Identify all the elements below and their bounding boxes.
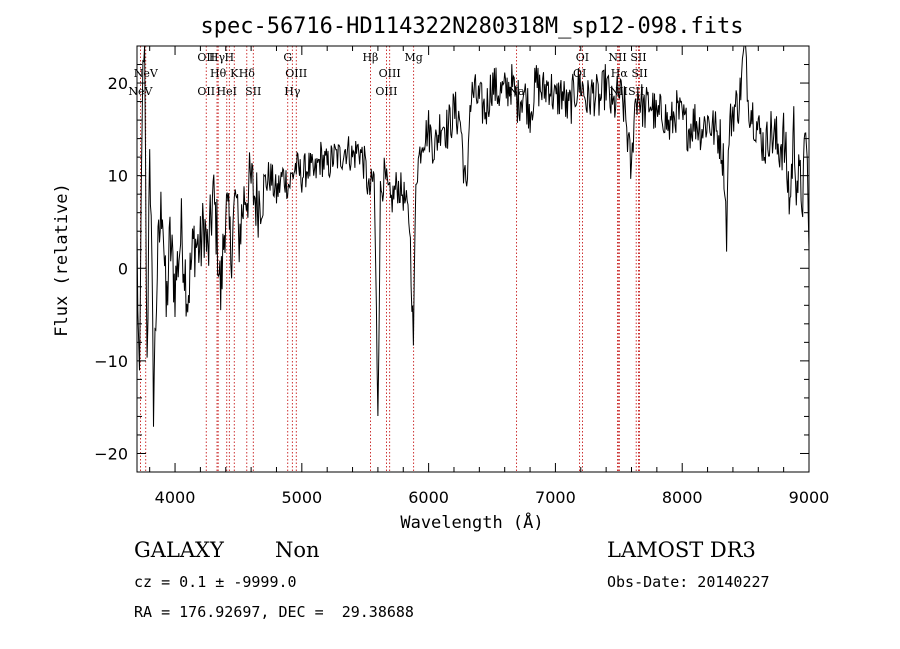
spectral-line-label: OIII (375, 85, 397, 98)
y-tick-label: −10 (94, 352, 128, 371)
plot-frame (136, 45, 810, 473)
redshift-value: cz = 0.1 ± -9999.0 (134, 573, 297, 591)
object-subclass: Non (275, 538, 320, 562)
spectral-line-markers (140, 46, 641, 472)
x-tick-label: 6000 (408, 488, 449, 507)
x-tick-label: 9000 (789, 488, 830, 507)
spectral-line-label: HeI (217, 85, 237, 98)
spectral-line-label: NeV (128, 85, 153, 98)
spectral-line-label: Hγ (209, 51, 226, 64)
spectral-line-label: Na (509, 85, 526, 98)
spectral-line-label: Hγ (284, 85, 301, 98)
spectral-line-label: OIII (285, 67, 307, 80)
spectral-line-label: Hα (611, 67, 629, 80)
x-axis-label: Wavelength (Å) (400, 511, 543, 533)
x-tick-label: 5000 (281, 488, 322, 507)
observation-date: Obs-Date: 20140227 (607, 573, 770, 591)
spectral-line-label: Mg (405, 51, 423, 64)
spectral-line-label: OII (197, 85, 215, 98)
x-axis-ticks: 4000 5000 6000 7000 8000 9000 (149, 46, 830, 507)
y-axis-ticks: −20 −10 0 10 20 (94, 45, 809, 463)
spectral-line-label: OII (197, 51, 215, 64)
y-axis-label: Flux (relative) (52, 183, 72, 337)
chart-title: spec-56716-HD114322N280318M_sp12-098.fit… (200, 14, 743, 39)
coordinates: RA = 176.92697, DEC = 29.38688 (134, 603, 414, 621)
spectral-line-label: H (225, 51, 235, 64)
y-tick-label: 0 (118, 259, 128, 278)
spectral-line-label: OIII (379, 67, 401, 80)
spectral-line-label: K (230, 67, 239, 80)
spectral-line-label: OI (576, 51, 589, 64)
spectrum-trace (136, 45, 810, 427)
spectral-line-label: Hθ (210, 67, 227, 80)
x-tick-label: 8000 (662, 488, 703, 507)
y-tick-label: 20 (108, 74, 128, 93)
y-tick-label: 10 (108, 167, 128, 186)
x-tick-label: 7000 (535, 488, 576, 507)
spectral-line-label: G (283, 51, 292, 64)
y-tick-label: −20 (94, 444, 128, 463)
survey-name: LAMOST DR3 (607, 538, 756, 562)
spectral-line-label: Hδ (239, 67, 256, 80)
x-tick-label: 4000 (155, 488, 196, 507)
spectral-line-label: NII (608, 51, 626, 64)
spectrum-line (136, 45, 810, 427)
spectral-line-label: SII (631, 67, 647, 80)
spectral-line-label: OI (573, 67, 586, 80)
spectral-line-label: NII (610, 85, 628, 98)
spectral-line-label: Hβ (362, 51, 378, 64)
spectral-line-label: SII (245, 85, 261, 98)
spectral-line-label: SII (628, 85, 644, 98)
spectral-line-label: SII (630, 51, 646, 64)
spectral-line-label: NeV (134, 67, 159, 80)
object-class: GALAXY (134, 538, 224, 562)
